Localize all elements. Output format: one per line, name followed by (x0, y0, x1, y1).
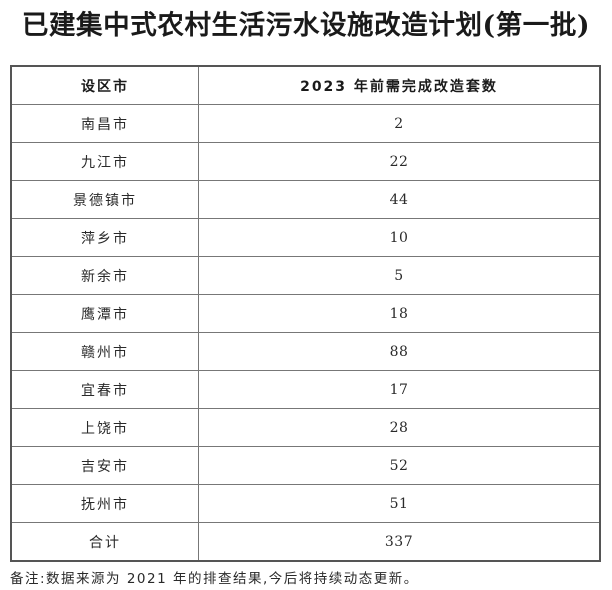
city-cell: 宜春市 (10, 370, 199, 409)
count-cell: 22 (198, 142, 601, 181)
count-cell: 28 (198, 408, 601, 447)
table-row: 赣州市 88 (10, 332, 601, 371)
footnote: 备注:数据来源为 2021 年的排查结果,今后将持续动态更新。 (10, 571, 419, 587)
city-cell: 九江市 (10, 142, 199, 181)
count-cell: 52 (198, 446, 601, 485)
count-cell: 44 (198, 180, 601, 219)
city-cell: 抚州市 (10, 484, 199, 523)
table-row: 抚州市 51 (10, 484, 601, 523)
count-cell: 17 (198, 370, 601, 409)
table-row: 新余市 5 (10, 256, 601, 295)
count-cell: 51 (198, 484, 601, 523)
header-city: 设区市 (10, 65, 199, 105)
count-cell: 2 (198, 104, 601, 143)
header-count: 2023 年前需完成改造套数 (198, 65, 601, 105)
count-cell: 5 (198, 256, 601, 295)
city-cell: 上饶市 (10, 408, 199, 447)
city-cell: 南昌市 (10, 104, 199, 143)
table-row: 鹰潭市 18 (10, 294, 601, 333)
table-header-row: 设区市 2023 年前需完成改造套数 (10, 65, 601, 105)
city-cell: 萍乡市 (10, 218, 199, 257)
total-label: 合计 (10, 522, 199, 562)
table-row: 景德镇市 44 (10, 180, 601, 219)
page-title: 已建集中式农村生活污水设施改造计划(第一批) (21, 10, 591, 41)
count-cell: 10 (198, 218, 601, 257)
renovation-plan-table: 设区市 2023 年前需完成改造套数 南昌市 2 九江市 22 景德镇市 44 萍乡市 10 新… (10, 65, 601, 562)
count-cell: 18 (198, 294, 601, 333)
table-row: 宜春市 17 (10, 370, 601, 409)
table-row: 上饶市 28 (10, 408, 601, 447)
table-row: 吉安市 52 (10, 446, 601, 485)
total-count: 337 (198, 522, 601, 562)
city-cell: 鹰潭市 (10, 294, 199, 333)
count-cell: 88 (198, 332, 601, 371)
table-row: 萍乡市 10 (10, 218, 601, 257)
city-cell: 景德镇市 (10, 180, 199, 219)
table-row: 南昌市 2 (10, 104, 601, 143)
table-row: 九江市 22 (10, 142, 601, 181)
total-row: 合计 337 (10, 522, 601, 562)
city-cell: 新余市 (10, 256, 199, 295)
city-cell: 吉安市 (10, 446, 199, 485)
city-cell: 赣州市 (10, 332, 199, 371)
